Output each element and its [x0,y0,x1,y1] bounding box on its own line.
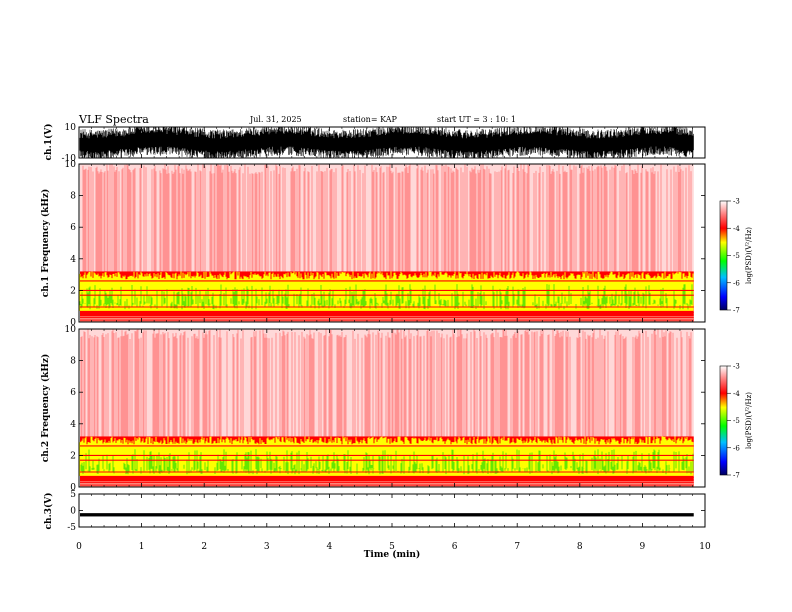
colorbar-tick-label: -3 [733,363,740,371]
colorbar-tick-label: -6 [733,279,740,287]
x-tick-label: 8 [577,542,583,552]
ch1-spectrogram-image [79,164,705,322]
x-axis-label: Time (min) [364,549,421,560]
colorbar-tick-label: -3 [733,198,740,206]
x-tick-label: 6 [452,542,458,552]
ch1-waveform-trace [79,127,694,158]
y-tick-label: -10 [62,154,77,164]
y-tick-label: 0 [70,483,76,493]
y-tick-label: 6 [70,223,76,233]
start-time-label: start UT = 3 : 10: 1 [437,115,516,124]
ch2-colorbar [719,365,728,476]
colorbar-label-ch1: log(PSD)(V²/Hz) [745,227,753,284]
colorbar-tick-label: -6 [733,444,740,452]
ch1-waveform-ylabel: ch.1(V) [43,124,54,161]
y-tick-label: 2 [70,451,76,461]
y-tick-label: -5 [67,523,76,533]
y-tick-label: 0 [70,507,76,517]
x-tick-label: 3 [264,542,270,552]
x-tick-label: 0 [76,542,82,552]
station-label: station= KAP [343,115,398,124]
ch2-spectrogram-panel [78,328,706,488]
x-tick-label: 5 [389,542,395,552]
y-tick-label: 0 [70,318,76,328]
colorbar-label-ch2: log(PSD)(V²/Hz) [745,392,753,449]
date-label: Jul. 31, 2025 [249,115,302,124]
x-tick-label: 1 [139,542,145,552]
y-tick-label: 10 [65,325,77,335]
colorbar-tick-label: -4 [733,225,740,233]
ch3-waveform-ylabel: ch.3(V) [43,493,54,530]
ch1-colorbar [719,200,728,311]
x-tick-label: 9 [640,542,646,552]
y-tick-label: 5 [70,490,76,500]
spectrogram-upper-streaks [80,329,692,440]
x-tick-label: 2 [201,542,207,552]
axis-ticks: 0 1 2 3 4 5 6 7 8 9 1010-100246810024681050-5-3-4-… [62,123,754,552]
ch1-spectrogram-ylabel: ch.1 Frequency (kHz) [40,189,51,298]
y-tick-label: 10 [65,160,77,170]
spectrogram-upper-band [80,329,694,440]
colorbar-tick-label: -7 [733,472,740,480]
y-tick-label: 8 [70,192,76,202]
y-tick-label: 10 [65,123,77,133]
x-tick-label: 4 [327,542,333,552]
ch2-colorbar-gradient [719,365,728,476]
colorbar-tick-label: -7 [733,307,740,315]
ch1-waveform-line [79,127,694,158]
colorbar-tick-label: -4 [733,390,740,398]
ch2-spectrogram-ylabel: ch.2 Frequency (kHz) [40,354,51,463]
x-tick-label: 7 [514,542,520,552]
figure-title: VLF Spectra [78,113,149,126]
colorbar-tick-label: -5 [733,252,740,260]
ch3-waveform-line [80,513,694,517]
spectrogram-upper-streaks [82,164,692,275]
colorbar-tick-label: -5 [733,417,740,425]
y-tick-label: 4 [70,420,76,430]
y-tick-label: 2 [70,286,76,296]
ch1-waveform-panel [78,126,706,159]
y-tick-label: 6 [70,388,76,398]
ch3-waveform-panel [78,493,706,528]
ch2-spectrogram-image [79,329,705,487]
y-tick-label: 8 [70,357,76,367]
spectrogram-green-band [80,449,694,475]
ch3-waveform-frame [78,493,706,528]
ch1-colorbar-gradient [719,200,728,311]
ch1-spectrogram-panel [78,163,706,323]
x-tick-label: 10 [699,542,711,552]
y-tick-label: 4 [70,255,76,265]
ch3-waveform-trace [80,513,694,517]
